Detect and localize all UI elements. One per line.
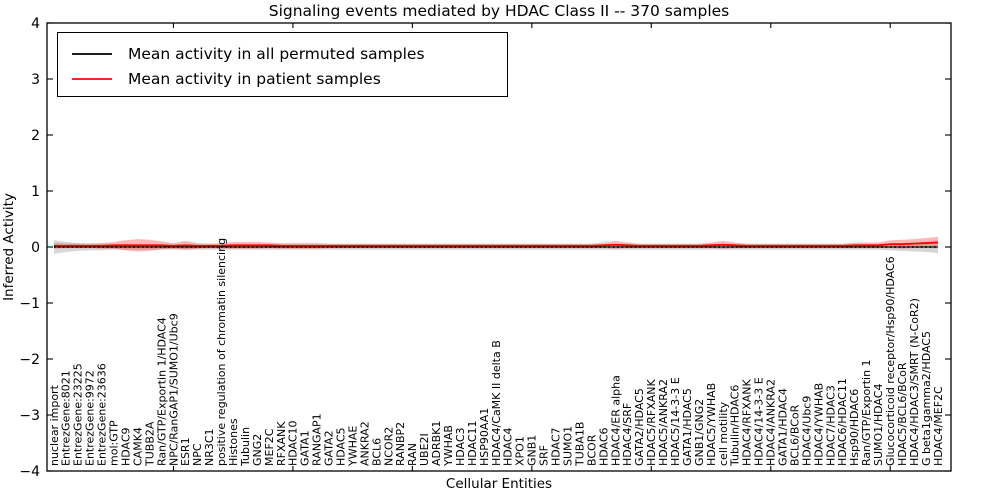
chart-title: Signaling events mediated by HDAC Class … — [268, 2, 730, 20]
x-category-label: HDAC11 — [466, 420, 479, 466]
x-category-label: NPC/RanGAP1/SUMO1/Ubc9 — [167, 313, 180, 466]
x-category-label: TUBB2A — [143, 421, 156, 467]
x-category-label: HDAC4/CaMK II delta B — [490, 340, 503, 466]
x-category-label: NCOR2 — [382, 427, 395, 466]
x-category-label: HDAC4/MEF2C — [932, 386, 945, 466]
x-category-label: HSP90AA1 — [478, 408, 491, 466]
x-category-label: GATA2/HDAC5 — [633, 388, 646, 466]
x-category-label: YWHAB — [442, 425, 455, 467]
y-axis-label: Inferred Activity — [1, 193, 17, 301]
x-category-label: GNB1 — [526, 435, 539, 466]
legend-item-permuted: Mean activity in all permuted samples — [71, 41, 507, 66]
x-category-label: EntrezGene:23636 — [96, 363, 109, 466]
x-category-label: HDAC10 — [287, 420, 300, 466]
x-axis-label: Cellular Entities — [445, 476, 553, 492]
x-category-label: HDAC5/ANKRA2 — [657, 379, 670, 466]
x-category-label: HDAC5/BCL6/BCoR — [896, 362, 909, 466]
x-category-label: HDAC4/RFXANK — [741, 378, 754, 466]
x-category-label: HDAC6 — [597, 427, 610, 466]
x-category-label: HDAC4/14-3-3 E — [753, 377, 766, 466]
y-tick-label: 3 — [31, 72, 40, 88]
y-tick-label: 4 — [31, 16, 40, 32]
x-category-label: NPC — [191, 443, 204, 466]
y-tick-label: 1 — [31, 184, 40, 200]
x-category-label: Hsp90/HDAC6 — [848, 389, 861, 466]
x-category-label: HDAC4/HDAC3/SMRT (N-CoR2) — [908, 298, 921, 466]
y-tick-label: 2 — [31, 128, 40, 144]
x-category-label: HDAC9 — [119, 427, 132, 466]
y-tick-label: 0 — [31, 240, 40, 256]
legend-label-permuted: Mean activity in all permuted samples — [128, 44, 425, 63]
x-category-label: HDAC4 — [502, 427, 515, 466]
x-category-label: GATA2 — [323, 430, 336, 466]
x-category-label: GATA1/HDAC5 — [681, 388, 694, 466]
x-category-label: HDAC5/RFXANK — [645, 378, 658, 466]
x-category-label: GNG2 — [251, 434, 264, 466]
legend-label-patient: Mean activity in patient samples — [128, 69, 381, 88]
x-category-label: HDAC4/Ubc9 — [800, 396, 813, 466]
x-category-label: ESR1 — [179, 437, 192, 466]
x-category-label: HDAC6/HDAC11 — [836, 378, 849, 466]
x-category-label: HDAC7 — [550, 427, 563, 466]
x-category-label: HDAC4/SRF — [621, 403, 634, 466]
x-category-label: HDAC5/YWHAB — [705, 383, 718, 466]
x-category-label: mol:GTP — [108, 420, 121, 466]
x-category-label: RANBP2 — [394, 422, 407, 466]
black-line-swatch-icon — [72, 52, 112, 55]
x-category-label: HDAC4/ER alpha — [609, 375, 622, 466]
x-category-label: EntrezGene:23225 — [72, 363, 85, 466]
y-tick-label: −2 — [19, 352, 40, 368]
x-category-label: YWHAE — [346, 426, 359, 467]
x-category-label: GNB1/GNG2 — [693, 399, 706, 466]
x-category-label: ADRBK1 — [430, 421, 443, 466]
patient-mean-line — [54, 241, 939, 247]
x-category-label: Ran/GTP/Exportin 1 — [860, 359, 873, 466]
x-category-label: SUMO1/HDAC4 — [872, 384, 885, 466]
x-category-label: HDAC4/ANKRA2 — [765, 379, 778, 466]
x-category-label: G beta1gamma2/HDAC5 — [920, 331, 933, 466]
x-category-label: GATA1/HDAC4 — [777, 388, 790, 466]
x-category-label: nuclear import — [48, 384, 61, 466]
x-category-label: BCL6/BCoR — [788, 404, 801, 466]
x-category-label: RANGAP1 — [311, 413, 324, 466]
x-category-label: HDAC5/14-3-3 E — [669, 377, 682, 466]
x-category-label: SUMO1 — [561, 426, 574, 466]
x-category-label: XPO1 — [514, 436, 527, 466]
x-category-label: GATA1 — [299, 430, 312, 466]
x-category-label: CAMK4 — [131, 427, 144, 466]
x-category-label: EntrezGene:9972 — [84, 370, 97, 466]
legend-item-patient: Mean activity in patient samples — [71, 66, 507, 91]
x-category-label: Histones — [227, 418, 240, 466]
x-category-label: Glucocorticoid receptor/Hsp90/HDAC6 — [884, 256, 897, 466]
x-category-label: HDAC4/YWHAB — [812, 383, 825, 466]
x-category-label: positive regulation of chromatin silenci… — [215, 238, 228, 466]
x-category-label: BCL6 — [370, 438, 383, 466]
x-category-label: Ran/GTP/Exportin 1/HDAC4 — [155, 317, 168, 466]
x-category-label: MEF2C — [263, 428, 276, 466]
x-category-label: Tubulin/HDAC6 — [729, 385, 742, 467]
x-category-label: BCOR — [585, 434, 598, 466]
x-category-label: NR3C1 — [203, 428, 216, 466]
red-line-swatch-icon — [72, 77, 112, 80]
y-tick-label: −4 — [19, 464, 40, 480]
y-tick-label: −3 — [19, 408, 40, 424]
legend: Mean activity in all permuted samples Me… — [57, 32, 508, 97]
x-category-label: HDAC5 — [335, 427, 348, 466]
x-category-label: ANKRA2 — [358, 421, 371, 466]
x-category-label: RFXANK — [275, 421, 288, 466]
x-category-label: HDAC3 — [454, 427, 467, 466]
x-category-label: RAN — [406, 443, 419, 466]
x-category-label: cell motility — [717, 401, 730, 466]
x-category-label: Tubulin — [239, 427, 252, 467]
y-tick-label: −1 — [19, 296, 40, 312]
x-category-label: HDAC7/HDAC3 — [824, 385, 837, 466]
x-category-label: UBE2I — [418, 433, 431, 466]
x-category-label: TUBA1B — [573, 422, 586, 467]
x-category-label: SRF — [538, 445, 551, 466]
x-category-label: EntrezGene:8021 — [60, 370, 73, 466]
